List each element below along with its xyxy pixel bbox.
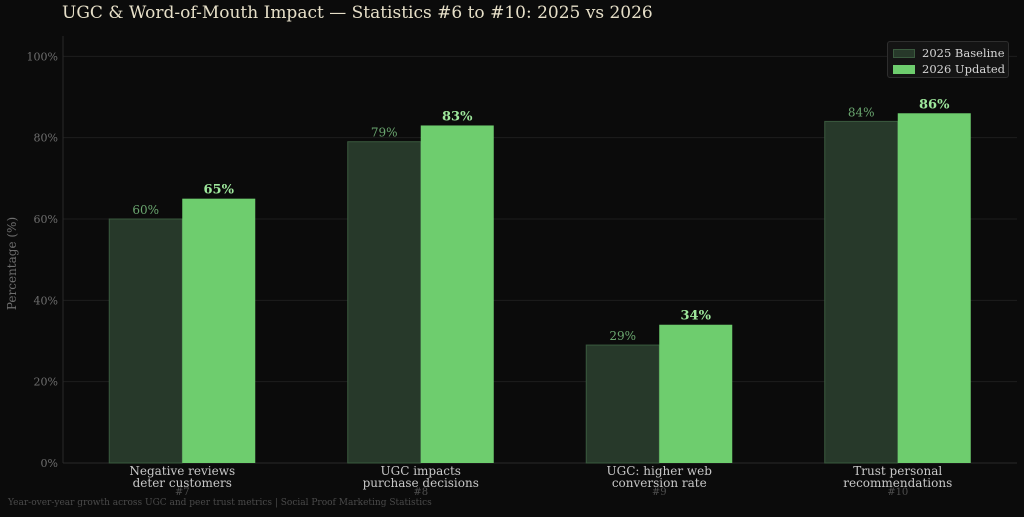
legend-item-updated: 2026 Updated [893, 61, 1008, 77]
x-tick-id: #10 [887, 487, 908, 498]
bar-2026-updated [897, 113, 971, 464]
chart-title: UGC & Word-of-Mouth Impact — Statistics … [62, 3, 653, 23]
x-tick-id: #7 [175, 487, 190, 498]
y-tick-label: 0% [41, 457, 58, 470]
x-tick-label: UGC: higher web [607, 464, 713, 478]
data-label-updated: 34% [681, 309, 712, 324]
data-label-baseline: 84% [848, 105, 875, 119]
bar-2025-baseline [585, 344, 660, 464]
y-tick-label: 100% [27, 50, 58, 63]
x-tick-label: UGC impacts [381, 464, 461, 478]
data-label-baseline: 79% [371, 126, 398, 140]
legend-item-baseline: 2025 Baseline [893, 45, 1008, 61]
bar-2026-updated [420, 125, 494, 463]
x-tick-id: #8 [413, 487, 428, 498]
chart-legend: 2025 Baseline 2026 Updated [887, 41, 1009, 78]
y-tick-label: 40% [34, 294, 58, 307]
y-tick-label: 60% [34, 213, 58, 226]
bar-2025-baseline [824, 120, 899, 464]
data-label-updated: 65% [204, 183, 235, 198]
legend-swatch-baseline [893, 48, 915, 58]
legend-label-updated: 2026 Updated [922, 62, 1005, 76]
chart-footer: Year-over-year growth across UGC and pee… [8, 498, 432, 508]
bar-2026-updated [659, 324, 733, 463]
x-tick-label: Trust personal [853, 464, 942, 478]
y-tick-label: 80% [34, 132, 58, 145]
legend-label-baseline: 2025 Baseline [922, 46, 1005, 60]
data-label-baseline: 60% [132, 203, 159, 217]
y-axis-label: Percentage (%) [5, 217, 19, 310]
x-tick-label: conversion rate [612, 476, 707, 490]
bar-2025-baseline [347, 141, 422, 464]
y-tick-label: 20% [34, 376, 58, 389]
data-label-updated: 83% [442, 109, 473, 124]
x-tick-label: deter customers [133, 476, 232, 490]
x-tick-id: #9 [652, 487, 667, 498]
data-label-updated: 86% [919, 97, 950, 112]
x-tick-label: Negative reviews [129, 464, 235, 478]
x-tick-label: purchase decisions [363, 476, 479, 490]
bar-2025-baseline [108, 218, 183, 464]
x-tick-label: recommendations [843, 476, 952, 490]
data-label-baseline: 29% [609, 329, 636, 343]
legend-swatch-updated [893, 64, 915, 74]
bar-2026-updated [182, 198, 256, 463]
